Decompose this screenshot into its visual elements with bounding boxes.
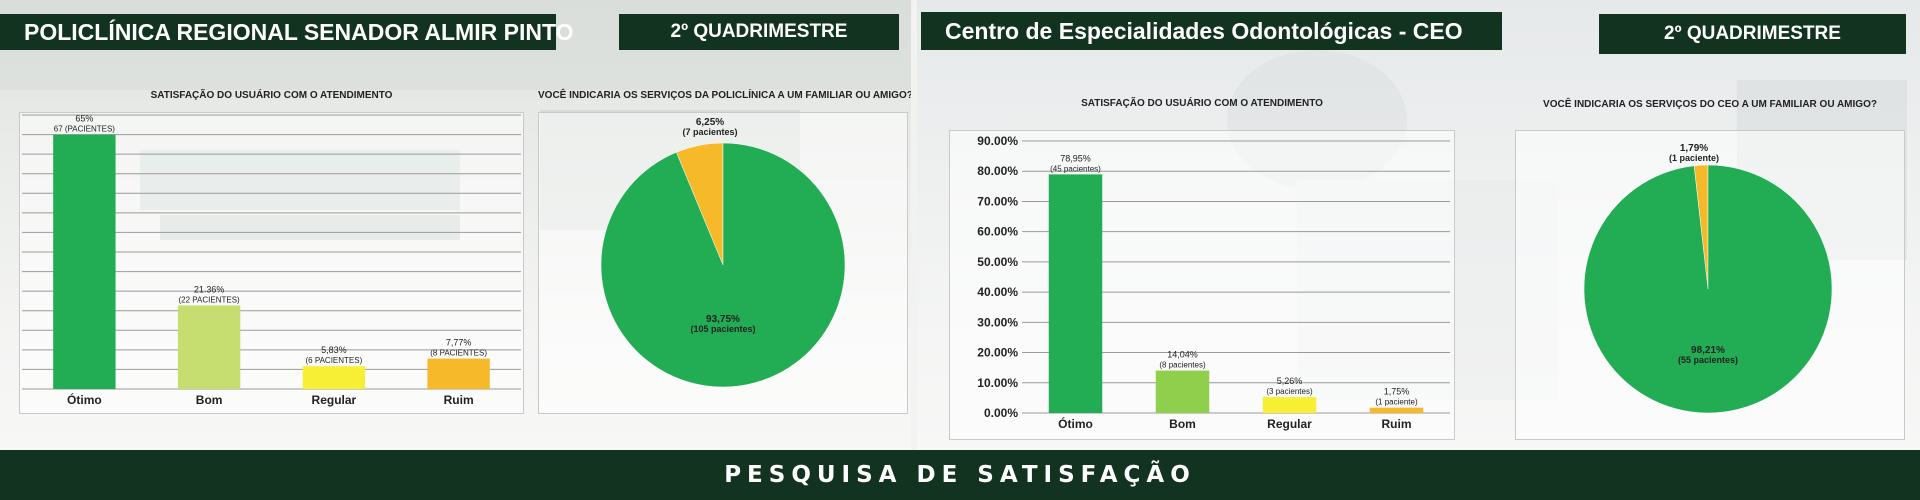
bar-count-label: (6 PACIENTES) [306,356,363,365]
bar-value-label: 5,83% [321,345,347,355]
policlinica-pie-chart-title: VOCÊ INDICARIA OS SERVIÇOS DA POLICLÍNIC… [538,90,911,101]
bar-value-label: 1,75% [1384,387,1410,397]
bar-count-label: (45 pacientes) [1050,164,1101,173]
y-tick-label: 80.00% [977,164,1018,178]
bar [53,134,116,389]
y-tick-label: 70.00% [977,194,1018,208]
pie-slice-count: (55 pacientes) [1678,355,1738,365]
y-tick-label: 90.00% [977,134,1018,148]
y-tick-label: 20.00% [977,346,1018,360]
bar-count-label: 67 (PACIENTES) [54,125,116,134]
bar [1262,397,1317,413]
ceo-period-badge: 2º QUADRIMESTRE [1599,14,1906,54]
bar [1369,407,1424,413]
policlinica-bar-chart: 65% 67 (PACIENTES) Ótimo 21.36% (22 PACIENTE… [19,112,524,414]
y-tick-label: 10.00% [977,376,1018,390]
bar-count-label: (1 paciente) [1375,398,1418,407]
x-category-label: Regular [1267,417,1312,431]
ceo-bar-chart-title: SATISFAÇÃO DO USUÁRIO COM O ATENDIMENTO [1081,98,1323,109]
bar-value-label: 14,04% [1167,350,1198,360]
bar-count-label: (8 pacientes) [1159,361,1206,370]
x-category-label: Ruim [1382,417,1412,431]
x-category-label: Ótimo [1058,416,1093,431]
y-tick-label: 60.00% [977,225,1018,239]
ceo-panel: Centro de Especialidades Odontológicas -… [917,0,1920,450]
bar [177,305,241,389]
pie-slice-label: 98,21% [1691,345,1725,356]
ceo-pie-chart: 1,79% (1 paciente) 98,21% (55 pacientes) [1515,130,1905,440]
bar-count-label: (8 PACIENTES) [430,349,487,358]
x-category-label: Ótimo [67,392,102,407]
bar-value-label: 21.36% [194,284,225,294]
pie-slice-label: 93,75% [706,314,740,325]
bar [427,358,490,389]
bar-value-label: 5,26% [1277,376,1303,386]
pie-slice [600,142,846,388]
y-tick-label: 40.00% [977,285,1018,299]
pie-slice-count: (7 pacientes) [682,127,737,137]
y-tick-label: 30.00% [977,315,1018,329]
x-category-label: Ruim [444,393,474,407]
policlinica-title: POLICLÍNICA REGIONAL SENADOR ALMIR PINTO [0,14,573,50]
x-category-label: Regular [312,393,357,407]
bar-value-label: 7,77% [446,338,472,348]
bar-value-label: 78,95% [1060,153,1091,163]
bar-value-label: 65% [75,114,93,124]
policlinica-period-badge: 2º QUADRIMESTRE [619,14,899,50]
ceo-pie-chart-title: VOCÊ INDICARIA OS SERVIÇOS DO CEO A UM F… [1543,99,1877,110]
bar [1048,174,1103,413]
ceo-bar-chart: 0.00% 10.00% 20.00% 30.00% 40.00% 50.00% 60.00… [949,130,1455,440]
pie-slice-label: 1,79% [1680,143,1708,154]
y-tick-label: 0.00% [984,406,1018,420]
pie-slice-label: 6,25% [696,117,724,128]
y-tick-label: 50.00% [977,255,1018,269]
x-category-label: Bom [196,393,223,407]
bar [1155,370,1210,413]
pie-slice-count: (105 pacientes) [690,324,755,334]
survey-footer-banner: PESQUISA DE SATISFAÇÃO [0,450,1920,500]
bar-count-label: (3 pacientes) [1266,387,1313,396]
pie-slice [1583,164,1833,414]
policlinica-bar-chart-title: SATISFAÇÃO DO USUÁRIO COM O ATENDIMENTO [150,90,393,101]
policlinica-panel: POLICLÍNICA REGIONAL SENADOR ALMIR PINTO… [0,0,911,450]
bar [302,366,366,389]
ceo-title: Centro de Especialidades Odontológicas -… [921,12,1502,50]
pie-slice-count: (1 paciente) [1669,153,1719,163]
bar-count-label: (22 PACIENTES) [179,295,241,304]
x-category-label: Bom [1169,417,1196,431]
policlinica-pie-chart: 6,25% (7 pacientes) 93,75% (105 pacientes) [538,112,908,414]
